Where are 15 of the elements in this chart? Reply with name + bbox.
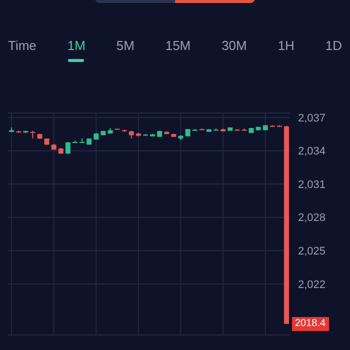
candlestick <box>65 141 70 155</box>
y-tick-label: 2,028 <box>298 212 326 224</box>
text: Time <box>8 38 36 53</box>
y-tick-label: 2,034 <box>298 146 326 158</box>
text: 1H <box>278 38 294 53</box>
y-tick-label: 2,037 <box>298 112 326 124</box>
text: 1M <box>67 38 86 53</box>
text: 5M <box>116 38 134 53</box>
text: 15M <box>165 38 191 53</box>
y-tick-label: 2,022 <box>298 278 326 291</box>
y-tick-label: 2,025 <box>298 246 326 258</box>
y-tick-label: 2,031 <box>298 178 326 191</box>
text: 1D <box>325 38 342 53</box>
text: 30M <box>222 38 247 53</box>
annotation: 2018.4 <box>292 316 329 331</box>
